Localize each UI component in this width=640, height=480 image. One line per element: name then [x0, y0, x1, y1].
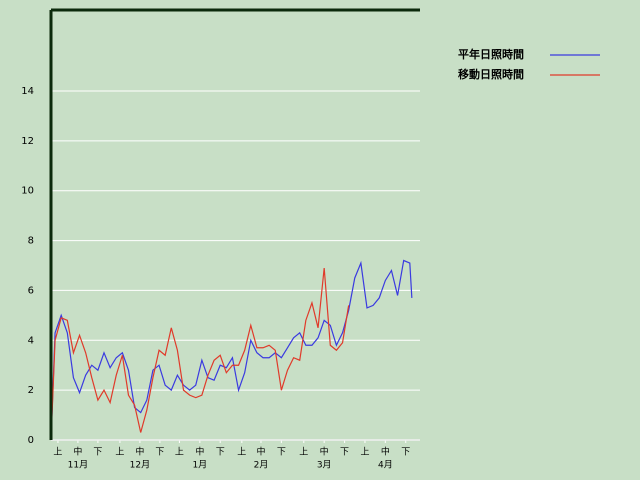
month-label: 1月	[192, 460, 207, 471]
y-tick-label: 6	[28, 285, 34, 296]
y-tick-label: 4	[28, 335, 34, 346]
y-tick-label: 0	[28, 435, 34, 446]
y-tick-label: 14	[21, 86, 34, 97]
month-label: 12月	[130, 460, 150, 471]
legend-label: 平年日照時間	[458, 47, 524, 61]
y-tick-label: 8	[28, 236, 34, 247]
x-tick-label: 上	[53, 447, 62, 458]
y-tick-label: 2	[28, 385, 34, 396]
y-tick-label: 12	[21, 136, 34, 147]
x-tick-label: 上	[115, 447, 124, 458]
legend-label: 移動日照時間	[458, 67, 524, 81]
x-tick-label: 上	[175, 447, 184, 458]
x-tick-label: 中	[381, 446, 390, 458]
x-tick-label: 上	[237, 447, 246, 458]
x-tick-label: 中	[256, 446, 265, 458]
x-tick-label: 中	[320, 446, 329, 458]
x-tick-label: 下	[155, 448, 164, 458]
x-tick-label: 中	[73, 446, 82, 458]
x-tick-label: 上	[299, 447, 308, 458]
y-tick-label: 10	[21, 186, 34, 197]
month-label: 4月	[378, 460, 393, 471]
month-label: 11月	[68, 460, 88, 471]
series-line	[50, 259, 413, 441]
x-tick-label: 中	[195, 446, 204, 458]
x-tick-label: 下	[277, 448, 286, 458]
month-label: 2月	[254, 460, 269, 471]
x-tick-label: 下	[93, 448, 102, 458]
x-tick-label: 下	[401, 448, 410, 458]
x-tick-label: 下	[216, 448, 225, 458]
x-tick-label: 下	[340, 448, 349, 458]
x-tick-label: 上	[360, 447, 369, 458]
month-label: 3月	[317, 460, 332, 471]
x-tick-label: 中	[135, 446, 144, 458]
series-line	[50, 267, 350, 441]
